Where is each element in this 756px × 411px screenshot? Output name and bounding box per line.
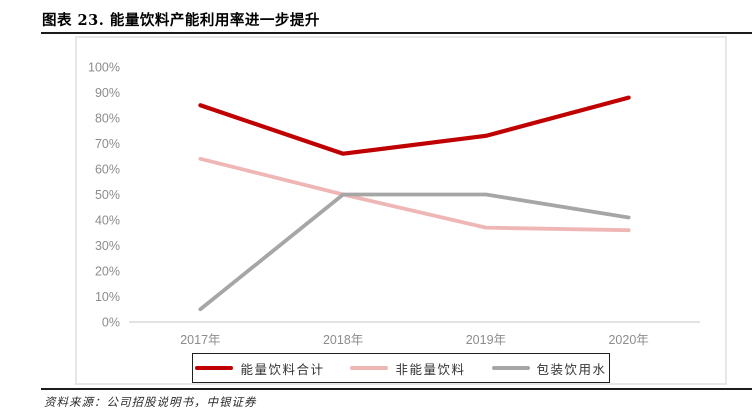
- y-axis-tick-label: 100%: [88, 61, 120, 75]
- series-line-0: [198, 95, 631, 156]
- y-axis-tick-label: 20%: [95, 265, 120, 279]
- x-axis-tick-label: 2020年: [608, 333, 648, 347]
- footer-divider-line: [41, 388, 752, 390]
- y-axis-tick-label: 40%: [95, 214, 120, 228]
- legend-label: 非能量饮料: [395, 361, 466, 377]
- legend-swatch-gray-line: [491, 366, 530, 370]
- source-note: 资料来源：公司招股说明书，中银证券: [44, 395, 257, 409]
- legend-item-non-energy: 非能量饮料: [350, 359, 465, 378]
- y-axis-tick-label: 90%: [95, 86, 120, 100]
- legend-swatch-pink-line: [350, 366, 389, 370]
- x-axis-tick-label: 2017年: [180, 333, 220, 347]
- x-axis-tick-label: 2018年: [323, 333, 363, 347]
- y-axis-tick-label: 0%: [102, 316, 120, 330]
- line-chart: 0% 10% 20% 30% 40% 50% 60% 70% 80% 90% 100% 2017年 20…: [88, 61, 700, 347]
- legend-item-energy-total: 能量饮料合计: [195, 359, 324, 378]
- y-axis-tick-label: 10%: [95, 290, 120, 304]
- y-axis-tick-label: 60%: [95, 163, 120, 177]
- x-axis-tick-label: 2019年: [466, 333, 506, 347]
- title-divider-line: [41, 32, 752, 34]
- legend-label: 能量饮料合计: [240, 361, 325, 377]
- legend-swatch-red-line: [195, 366, 234, 370]
- legend-label: 包装饮用水: [536, 361, 607, 377]
- figure-title: 图表 23. 能量饮料产能利用率进一步提升: [42, 12, 320, 29]
- chart-area: 0% 10% 20% 30% 40% 50% 60% 70% 80% 90% 100% 2017年 20…: [75, 36, 727, 385]
- series-line-1: [198, 156, 631, 233]
- y-axis-tick-label: 50%: [95, 188, 120, 202]
- chart-legend: 能量饮料合计 非能量饮料 包装饮用水: [192, 353, 610, 383]
- y-axis-tick-label: 70%: [95, 137, 120, 151]
- series-line-2: [198, 192, 631, 312]
- y-axis-tick-label: 80%: [95, 112, 120, 126]
- y-axis-tick-label: 30%: [95, 239, 120, 253]
- legend-item-packaged-water: 包装饮用水: [491, 359, 607, 378]
